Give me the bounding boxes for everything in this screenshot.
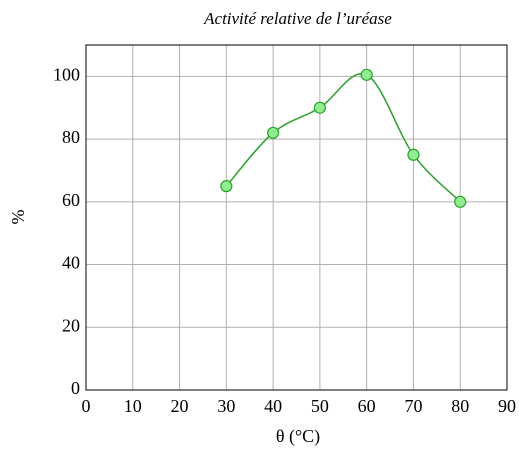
y-tick-label: 0: [71, 378, 80, 398]
y-tick-label: 20: [62, 315, 80, 335]
line: [225, 72, 461, 203]
y-tick-label: 40: [62, 253, 80, 273]
x-tick-label: 30: [217, 396, 235, 416]
marker: [454, 195, 467, 208]
y-tick-label: 80: [62, 127, 80, 147]
x-tick-label: 20: [171, 396, 189, 416]
plot-frame: [85, 44, 508, 391]
x-tick-label: 10: [124, 396, 142, 416]
x-tick-label: 0: [82, 396, 91, 416]
x-axis-label: θ (°C): [276, 426, 320, 447]
x-tick-label: 60: [358, 396, 376, 416]
x-tick-label: 90: [498, 396, 516, 416]
y-axis-label: %: [8, 210, 28, 225]
x-tick-label: 70: [404, 396, 422, 416]
y-tick-label: 60: [62, 190, 80, 210]
x-tick-label: 40: [264, 396, 282, 416]
marker: [407, 148, 420, 161]
marker: [360, 68, 373, 81]
y-tick-label: 100: [53, 64, 80, 84]
x-tick-label: 80: [451, 396, 469, 416]
marker: [313, 101, 326, 114]
chart-title: Activité relative de l’uréase: [203, 9, 392, 28]
marker: [267, 126, 280, 139]
marker: [220, 180, 233, 193]
x-tick-label: 50: [311, 396, 329, 416]
